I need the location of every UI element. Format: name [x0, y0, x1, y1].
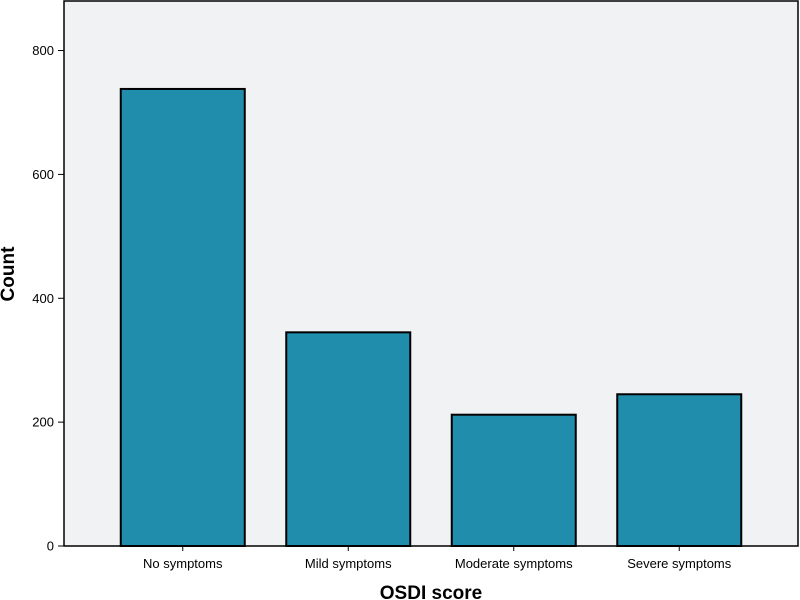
bar-severe-symptoms [616, 393, 743, 548]
y-axis-title: Count [0, 246, 19, 302]
bars [119, 87, 743, 548]
x-tick-label: Moderate symptoms [455, 556, 573, 571]
x-tick-label: Mild symptoms [305, 556, 392, 571]
x-axis: No symptoms Mild symptoms Moderate symptom… [143, 546, 732, 571]
bar-moderate-symptoms [450, 413, 577, 548]
bar-mild-symptoms [285, 331, 412, 548]
bar-no-symptoms [119, 87, 246, 548]
plot-frame [63, 0, 799, 547]
x-axis-title: OSDI score [380, 583, 482, 600]
x-tick-label: Severe symptoms [627, 556, 732, 571]
y-tick-label: 800 [32, 43, 54, 58]
y-tick-label: 0 [47, 539, 54, 554]
y-tick-label: 400 [32, 291, 54, 306]
y-tick-label: 600 [32, 167, 54, 182]
x-tick-label: No symptoms [143, 556, 223, 571]
y-axis: 0 200 400 600 800 [32, 43, 64, 554]
y-tick-label: 200 [32, 415, 54, 430]
